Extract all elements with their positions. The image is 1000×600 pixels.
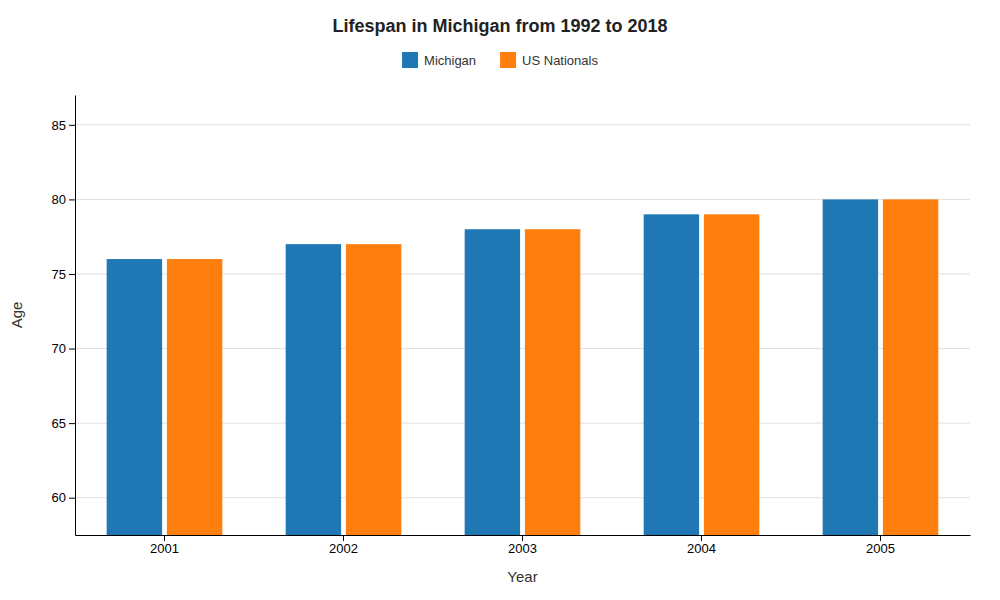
plot: 2001 2002 2003 2004 2005 60 65 70 75 80 85: [52, 96, 971, 557]
tick-label: 2003: [508, 541, 537, 556]
tick-mark: [164, 535, 165, 541]
tick-mark: [69, 349, 75, 350]
tick: 2001: [150, 535, 179, 556]
tick-mark: [69, 199, 75, 200]
bar: [883, 199, 938, 535]
tick: 75: [52, 267, 75, 282]
tick-mark: [343, 535, 344, 541]
tick-label: 60: [52, 490, 66, 505]
tick-label: 2005: [866, 541, 895, 556]
x-axis: 2001 2002 2003 2004 2005: [76, 535, 971, 556]
tick: 60: [52, 490, 75, 505]
bar: [704, 214, 759, 535]
tick-label: 2001: [150, 541, 179, 556]
tick-mark: [69, 274, 75, 275]
bar: [465, 229, 520, 535]
tick: 80: [52, 192, 75, 207]
tick: 65: [52, 416, 75, 431]
title: Lifespan in Michigan from 1992 to 2018: [332, 16, 667, 36]
axis-line: [75, 96, 76, 536]
tick-label: 2004: [687, 541, 716, 556]
legend-item: US Nationals: [500, 52, 598, 68]
tick-label: 85: [52, 117, 66, 132]
tick: 70: [52, 341, 75, 356]
bar: [107, 259, 162, 535]
tick-mark: [69, 423, 75, 424]
tick-label: 2002: [329, 541, 358, 556]
x-axis-title: Year: [507, 568, 537, 585]
tick-label: 65: [52, 416, 66, 431]
bars: [107, 199, 939, 535]
tick-label: 75: [52, 267, 66, 282]
tick-mark: [701, 535, 702, 541]
tick-mark: [69, 498, 75, 499]
bar: [346, 244, 401, 535]
grid-line: [75, 124, 970, 125]
legend-label: Michigan: [424, 53, 476, 68]
bar-series: [107, 199, 878, 535]
bar: [167, 259, 222, 535]
tick: 2004: [687, 535, 716, 556]
tick: 2002: [329, 535, 358, 556]
tick: 2005: [866, 535, 895, 556]
legend-item: Michigan: [402, 52, 476, 68]
legend-swatch: [402, 52, 418, 68]
bar: [525, 229, 580, 535]
y-axis-title: Age: [8, 302, 25, 329]
tick-label: 70: [52, 341, 66, 356]
tick: 85: [52, 117, 75, 132]
chart: 2001 2002 2003 2004 2005 60 65 70 75 80 85 Year Age L…: [0, 0, 1000, 600]
y-axis: 60 65 70 75 80 85: [52, 96, 76, 536]
legend-swatch: [500, 52, 516, 68]
tick-mark: [880, 535, 881, 541]
bar: [286, 244, 341, 535]
tick-mark: [69, 125, 75, 126]
legend: Michigan US Nationals: [402, 52, 598, 68]
bar: [823, 199, 878, 535]
tick: 2003: [508, 535, 537, 556]
bar-series: [167, 199, 938, 535]
tick-mark: [522, 535, 523, 541]
legend-label: US Nationals: [522, 53, 598, 68]
tick-label: 80: [52, 192, 66, 207]
bar: [644, 214, 699, 535]
